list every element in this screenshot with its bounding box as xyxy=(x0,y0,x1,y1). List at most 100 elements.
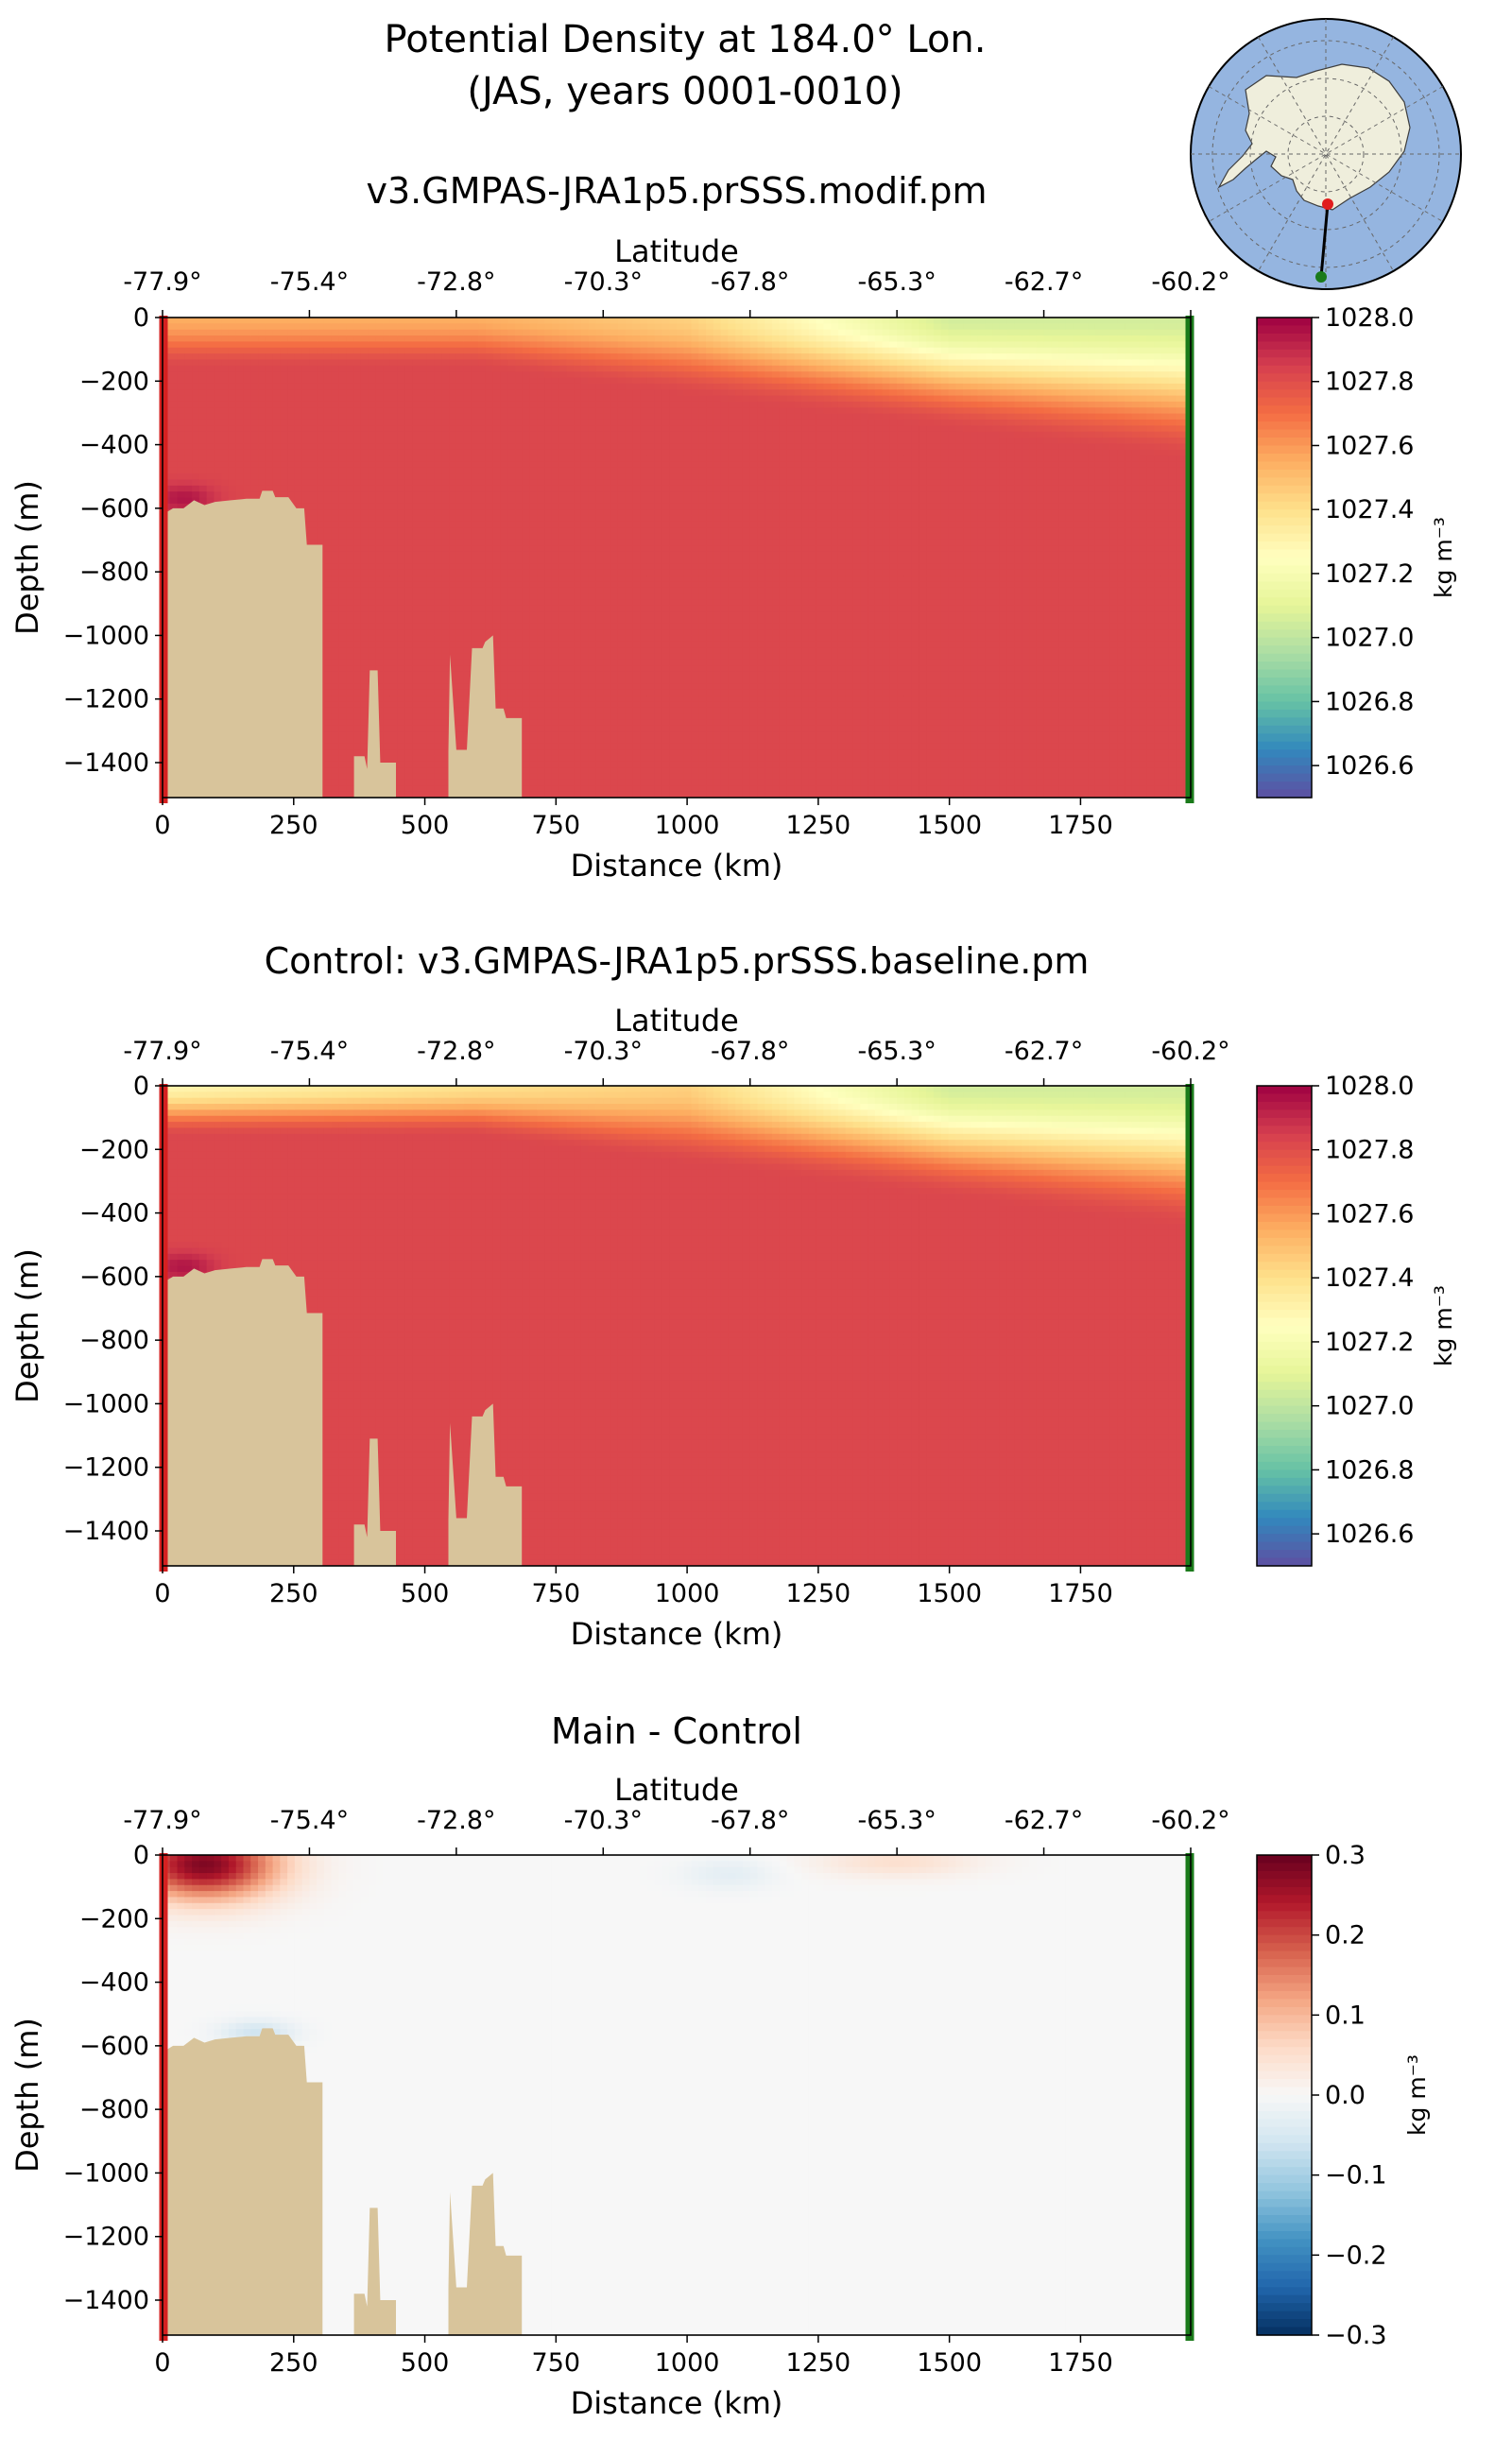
heatmap-cell xyxy=(580,569,590,576)
heatmap-cell xyxy=(544,707,553,714)
heatmap-cell xyxy=(434,431,442,438)
heatmap-cell xyxy=(544,581,553,589)
heatmap-cell xyxy=(471,629,479,637)
heatmap-cell xyxy=(265,407,274,415)
heatmap-cell xyxy=(346,533,354,541)
heatmap-cell xyxy=(463,503,472,510)
heatmap-cell xyxy=(434,515,442,523)
heatmap-cell xyxy=(515,617,524,625)
heatmap-cell xyxy=(177,443,185,451)
heatmap-cell xyxy=(338,605,347,612)
heatmap-cell xyxy=(243,389,251,397)
heatmap-cell xyxy=(603,569,611,576)
heatmap-cell xyxy=(471,497,479,505)
heatmap-cell xyxy=(500,371,508,379)
heatmap-cell xyxy=(441,563,450,571)
heatmap-cell xyxy=(338,755,347,763)
heatmap-cell xyxy=(404,635,413,643)
heatmap-cell xyxy=(544,438,553,444)
heatmap-cell xyxy=(595,678,604,684)
heatmap-cell xyxy=(492,395,502,403)
heatmap-cell xyxy=(323,395,333,403)
heatmap-cell xyxy=(412,318,421,324)
heatmap-cell xyxy=(221,371,230,379)
heatmap-cell xyxy=(441,719,450,727)
heatmap-cell xyxy=(455,353,465,361)
heatmap-cell xyxy=(323,545,333,553)
heatmap-cell xyxy=(192,443,200,451)
heatmap-cell xyxy=(250,365,259,372)
heatmap-cell xyxy=(323,683,333,691)
heatmap-cell xyxy=(228,449,237,456)
heatmap-cell xyxy=(420,689,428,696)
heatmap-cell xyxy=(360,617,369,625)
heatmap-cell xyxy=(353,533,362,541)
heatmap-cell xyxy=(610,767,619,775)
heatmap-cell xyxy=(331,461,340,469)
heatmap-cell xyxy=(566,617,575,625)
heatmap-cell xyxy=(515,533,524,541)
heatmap-cell xyxy=(610,359,619,367)
heatmap-cell xyxy=(309,539,318,546)
heatmap-cell xyxy=(529,521,538,528)
heatmap-cell xyxy=(420,497,428,505)
heatmap-cell xyxy=(434,425,442,433)
heatmap-cell xyxy=(338,785,347,793)
heatmap-cell xyxy=(529,365,538,372)
heatmap-cell xyxy=(551,749,560,757)
heatmap-cell xyxy=(610,491,619,499)
heatmap-cell xyxy=(558,479,568,487)
heatmap-cell xyxy=(404,755,413,763)
heatmap-cell xyxy=(500,641,508,648)
heatmap-cell xyxy=(522,696,531,702)
heatmap-cell xyxy=(280,407,288,415)
heatmap-cell xyxy=(500,407,508,415)
heatmap-cell xyxy=(404,419,413,426)
heatmap-cell xyxy=(323,569,333,576)
heatmap-cell xyxy=(529,791,538,798)
heatmap-cell xyxy=(595,719,604,727)
heatmap-cell xyxy=(426,425,436,433)
heatmap-cell xyxy=(588,569,597,576)
heatmap-cell xyxy=(375,341,384,349)
heatmap-cell xyxy=(397,479,406,487)
heatmap-cell xyxy=(522,779,531,786)
heatmap-cell xyxy=(492,329,502,336)
heatmap-cell xyxy=(198,359,208,367)
heatmap-cell xyxy=(515,629,524,637)
heatmap-cell xyxy=(323,678,333,684)
heatmap-cell xyxy=(580,671,590,679)
heatmap-cell xyxy=(544,383,553,390)
heatmap-cell xyxy=(574,407,582,415)
heatmap-cell xyxy=(478,629,487,637)
heatmap-cell xyxy=(346,617,354,625)
heatmap-cell xyxy=(221,413,230,421)
heatmap-cell xyxy=(492,365,502,372)
heatmap-cell xyxy=(574,707,582,714)
heatmap-cell xyxy=(463,641,472,648)
heatmap-cell xyxy=(492,635,502,643)
heatmap-cell xyxy=(235,318,245,324)
heatmap-cell xyxy=(610,551,619,558)
heatmap-cell xyxy=(389,503,399,510)
heatmap-cell xyxy=(455,731,465,739)
heatmap-cell xyxy=(529,527,538,535)
heatmap-cell xyxy=(603,461,611,469)
heatmap-cell xyxy=(426,551,436,558)
heatmap-cell xyxy=(580,678,590,684)
heatmap-cell xyxy=(375,395,384,403)
heatmap-cell xyxy=(323,689,333,696)
heatmap-cell xyxy=(574,353,582,361)
heatmap-cell xyxy=(485,611,494,619)
heatmap-cell xyxy=(192,413,200,421)
heatmap-cell xyxy=(610,431,619,438)
heatmap-cell xyxy=(544,509,553,517)
heatmap-cell xyxy=(420,569,428,576)
heatmap-cell xyxy=(529,587,538,594)
heatmap-cell xyxy=(471,641,479,648)
heatmap-cell xyxy=(580,365,590,372)
heatmap-cell xyxy=(463,353,472,361)
heatmap-cell xyxy=(580,641,590,648)
heatmap-cell xyxy=(434,341,442,349)
heatmap-cell xyxy=(566,587,575,594)
